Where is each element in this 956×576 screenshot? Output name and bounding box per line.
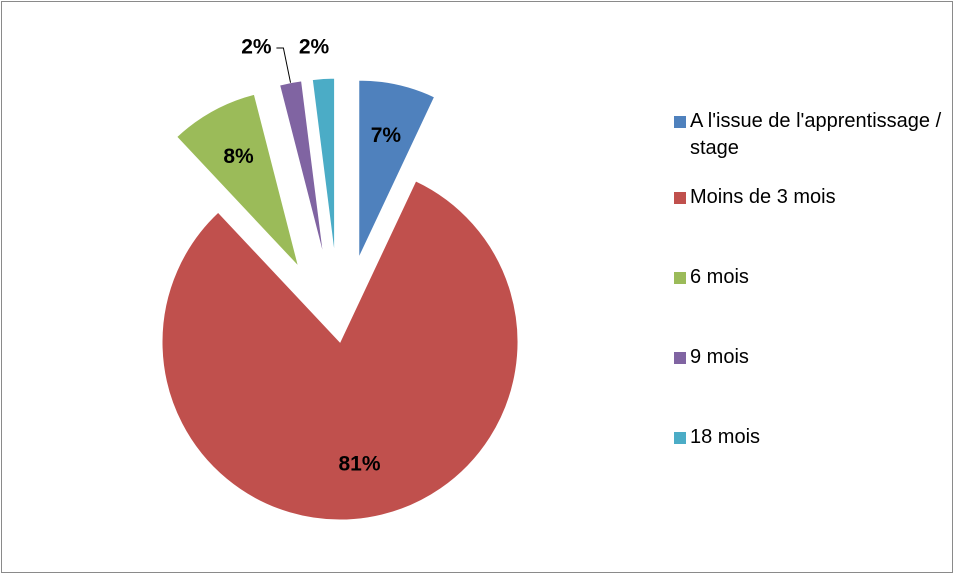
pie-slice <box>311 77 336 257</box>
legend-item: 18 mois <box>674 424 944 451</box>
pie-slice <box>358 79 436 259</box>
data-label: 81% <box>338 453 380 476</box>
leader-line <box>276 47 292 83</box>
pie-slice <box>161 180 519 521</box>
legend-label: Moins de 3 mois <box>690 186 836 208</box>
legend-label: 9 mois <box>690 346 749 368</box>
legend-label: 6 mois <box>690 266 749 288</box>
legend-swatch <box>674 352 686 364</box>
legend-swatch <box>674 272 686 284</box>
legend-label: A l'issue de l'apprentissage / stage <box>690 110 942 159</box>
data-label: 7% <box>371 124 402 147</box>
legend-swatch <box>674 432 686 444</box>
legend-item: 9 mois <box>674 344 944 371</box>
legend-item: Moins de 3 mois <box>674 184 944 211</box>
legend-swatch <box>674 192 686 204</box>
pie-slice <box>176 93 300 267</box>
legend-item: A l'issue de l'apprentissage / stage <box>674 108 944 162</box>
legend-label: 18 mois <box>690 426 761 448</box>
data-label: 8% <box>223 145 254 168</box>
legend-swatch <box>674 116 686 128</box>
data-label: 2% <box>299 36 330 59</box>
legend-item: 6 mois <box>674 264 944 291</box>
data-label: 2% <box>241 36 272 59</box>
